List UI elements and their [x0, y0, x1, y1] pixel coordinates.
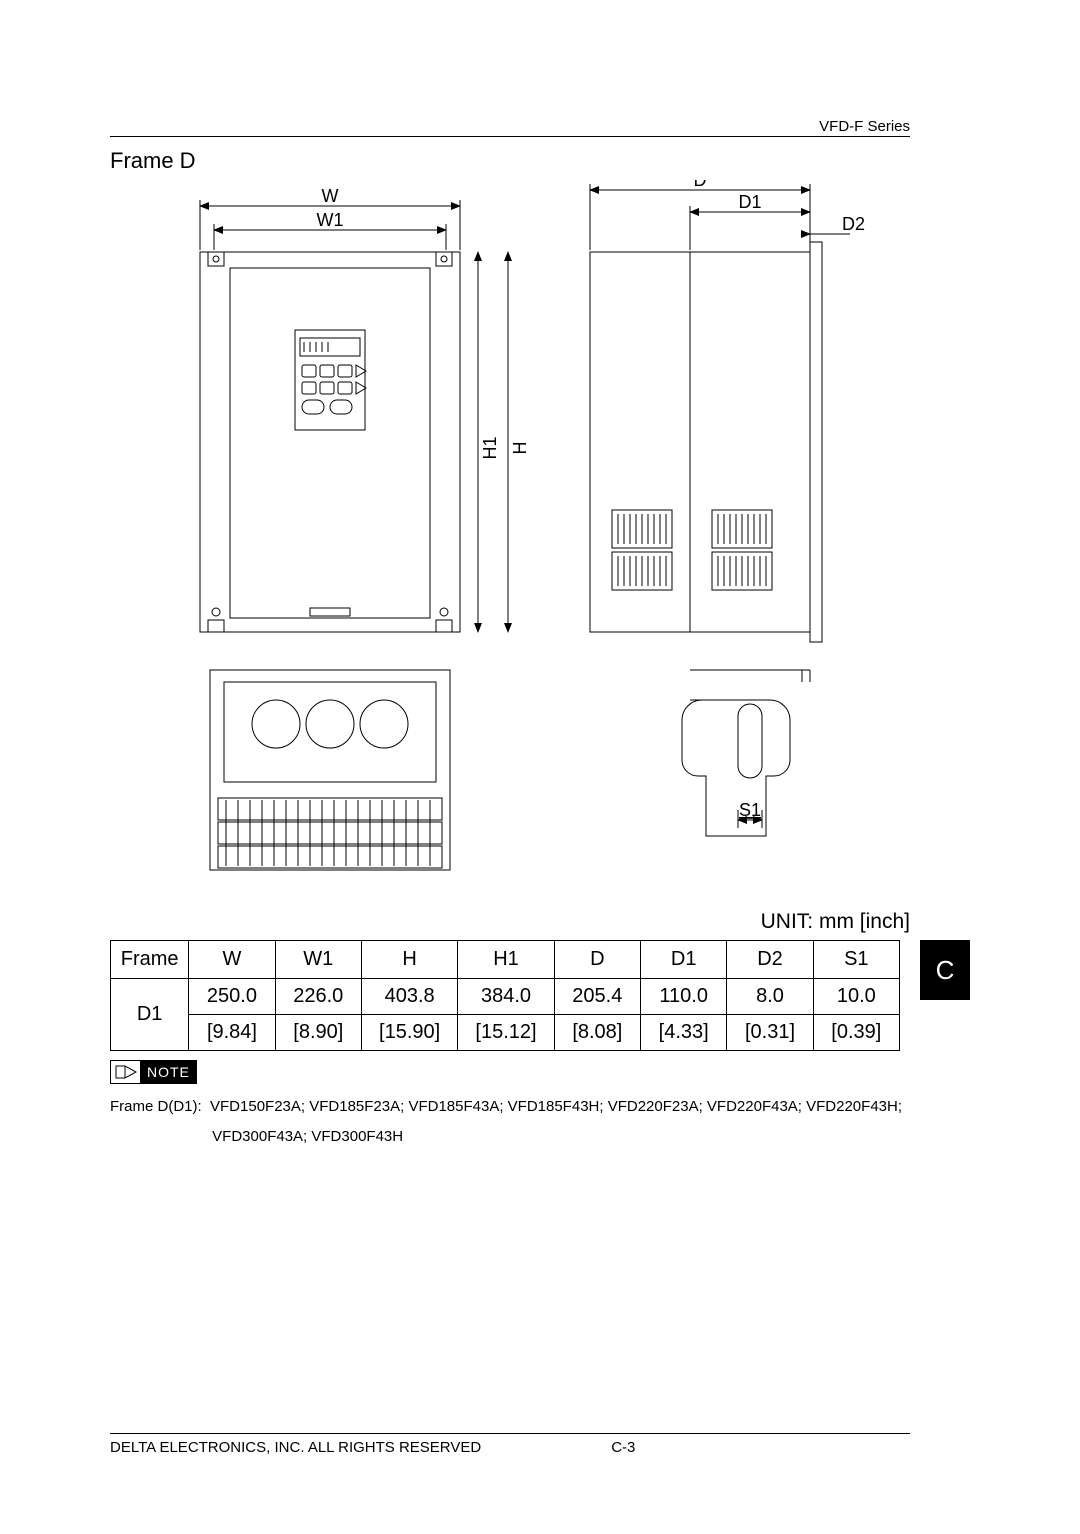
note-icon: NOTE	[110, 1060, 197, 1084]
cell-s1-in: [0.39]	[813, 1015, 899, 1051]
dimension-diagrams: W W1	[150, 180, 930, 900]
col-d1: D1	[641, 941, 727, 979]
table-row: D1 250.0 226.0 403.8 384.0 205.4 110.0 8…	[111, 979, 900, 1015]
cell-d-in: [8.08]	[554, 1015, 640, 1051]
cell-h-mm: 403.8	[361, 979, 457, 1015]
dim-label-s1: S1	[739, 800, 761, 820]
table-header-row: Frame W W1 H H1 D D1 D2 S1	[111, 941, 900, 979]
top-rule	[110, 136, 910, 137]
frame-title: Frame D	[110, 148, 196, 174]
cell-w1-in: [8.90]	[275, 1015, 361, 1051]
page-footer: DELTA ELECTRONICS, INC. ALL RIGHTS RESER…	[110, 1439, 910, 1456]
dim-label-h1: H1	[480, 436, 500, 459]
unit-label: UNIT: mm [inch]	[761, 910, 910, 934]
col-d: D	[554, 941, 640, 979]
col-h: H	[361, 941, 457, 979]
dimension-table: Frame W W1 H H1 D D1 D2 S1 D1 250.0 226.…	[110, 940, 900, 1051]
note-block: NOTE Frame D(D1): VFD150F23A; VFD185F23A…	[110, 1060, 910, 1152]
cell-d1-mm: 110.0	[641, 979, 727, 1015]
note-body: Frame D(D1): VFD150F23A; VFD185F23A; VFD…	[110, 1092, 910, 1152]
note-prefix: Frame D(D1):	[110, 1098, 202, 1115]
dim-label-d2: D2	[842, 214, 865, 234]
cell-w-mm: 250.0	[189, 979, 275, 1015]
note-line-2: VFD300F43A; VFD300F43H	[212, 1128, 403, 1145]
cell-h1-mm: 384.0	[458, 979, 554, 1015]
dim-label-h: H	[510, 442, 530, 455]
cell-d1-in: [4.33]	[641, 1015, 727, 1051]
cell-d-mm: 205.4	[554, 979, 640, 1015]
col-w: W	[189, 941, 275, 979]
col-h1: H1	[458, 941, 554, 979]
col-s1: S1	[813, 941, 899, 979]
table-row: [9.84] [8.90] [15.90] [15.12] [8.08] [4.…	[111, 1015, 900, 1051]
cell-s1-mm: 10.0	[813, 979, 899, 1015]
cell-h-in: [15.90]	[361, 1015, 457, 1051]
bottom-rule	[110, 1433, 910, 1434]
col-w1: W1	[275, 941, 361, 979]
footer-page-number: C-3	[611, 1439, 635, 1456]
dim-label-w1: W1	[317, 210, 344, 230]
cell-frame: D1	[111, 979, 189, 1051]
cell-w-in: [9.84]	[189, 1015, 275, 1051]
note-line-1: VFD150F23A; VFD185F23A; VFD185F43A; VFD1…	[210, 1098, 902, 1115]
cell-d2-mm: 8.0	[727, 979, 813, 1015]
col-d2: D2	[727, 941, 813, 979]
cell-w1-mm: 226.0	[275, 979, 361, 1015]
note-label: NOTE	[141, 1061, 196, 1083]
section-tab: C	[920, 940, 970, 1000]
footer-copyright: DELTA ELECTRONICS, INC. ALL RIGHTS RESER…	[110, 1439, 481, 1456]
col-frame: Frame	[111, 941, 189, 979]
cell-d2-in: [0.31]	[727, 1015, 813, 1051]
dim-label-w: W	[322, 186, 339, 206]
series-label: VFD-F Series	[819, 118, 910, 135]
note-pointer-icon	[111, 1061, 141, 1083]
dim-label-d1: D1	[738, 192, 761, 212]
cell-h1-in: [15.12]	[458, 1015, 554, 1051]
dim-label-d: D	[694, 180, 707, 190]
page: VFD-F Series Frame D W W1	[0, 0, 1080, 1534]
